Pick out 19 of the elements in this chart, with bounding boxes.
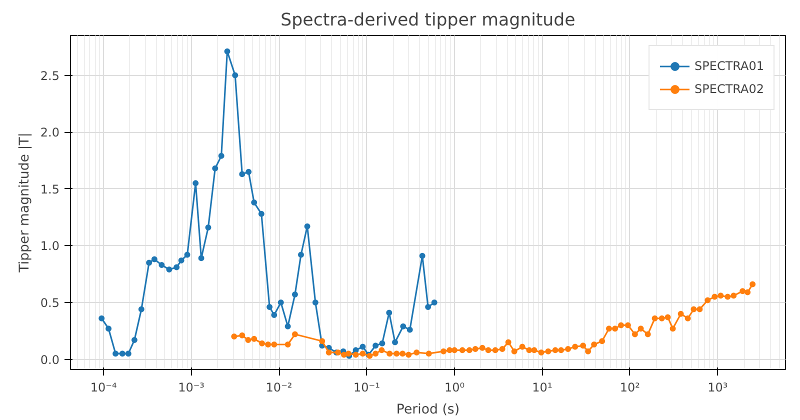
y-axis-title: Tipper magnitude |T| — [17, 132, 32, 274]
chart-title: Spectra-derived tipper magnitude — [280, 10, 576, 30]
x-tick-label: 10⁰ — [444, 380, 465, 394]
y-tick-label: 0.0 — [40, 352, 60, 367]
x-tick-label: 10⁻⁴ — [90, 380, 117, 394]
x-tick-label: 10⁻² — [266, 380, 292, 394]
x-axis-title: Period (s) — [396, 402, 460, 418]
legend-label: SPECTRA01 — [694, 59, 764, 73]
y-tick-label: 0.5 — [40, 296, 60, 310]
x-tick-label: 10² — [620, 380, 640, 394]
y-tick-label: 1.5 — [40, 182, 60, 196]
x-tick-label: 10¹ — [532, 380, 552, 394]
x-tick-label: 10⁻¹ — [354, 380, 380, 394]
x-tick-label: 10⁻³ — [178, 380, 205, 394]
x-tick-label: 10³ — [708, 380, 728, 394]
legend-label: SPECTRA02 — [694, 82, 764, 96]
y-tick-label: 1.0 — [40, 239, 60, 254]
y-tick-label: 2.5 — [40, 68, 60, 83]
y-tick-label: 2.0 — [40, 126, 60, 140]
